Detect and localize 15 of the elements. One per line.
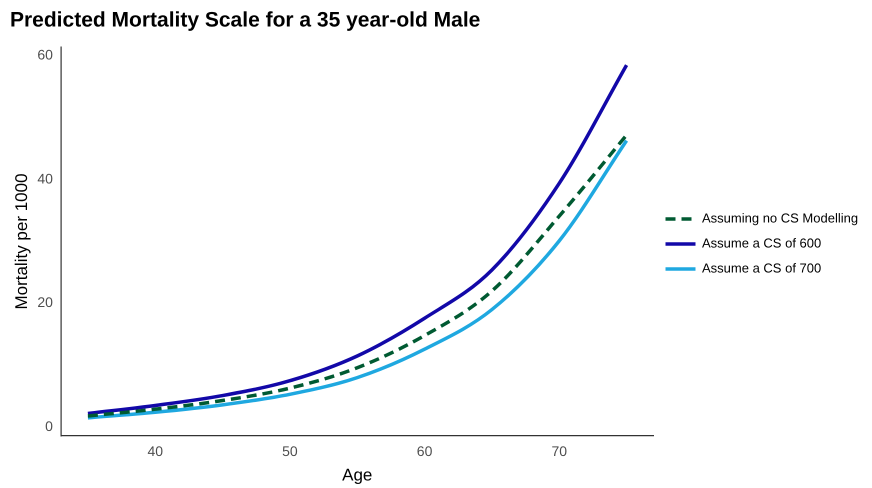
y-tick-label: 0 xyxy=(45,418,54,434)
x-tick-label: 40 xyxy=(147,443,164,460)
y-tick-label: 20 xyxy=(37,294,54,310)
line-series xyxy=(86,63,628,416)
x-tick-label: 60 xyxy=(416,443,433,460)
x-tick-label: 50 xyxy=(282,443,298,460)
legend-label: Assume a CS of 600 xyxy=(702,236,822,251)
y-tick-label: 40 xyxy=(37,170,54,186)
legend-label: Assume a CS of 700 xyxy=(702,260,822,276)
chart-title: Predicted Mortality Scale for a 35 year-old Male xyxy=(10,8,480,32)
x-tick-label: 70 xyxy=(551,443,568,460)
x-axis-title: Age xyxy=(342,465,372,484)
y-tick-label: 60 xyxy=(37,46,54,63)
legend-label: Assuming no CS Modelling xyxy=(702,210,858,226)
y-axis-title: Mortality per 1000 xyxy=(12,173,31,310)
